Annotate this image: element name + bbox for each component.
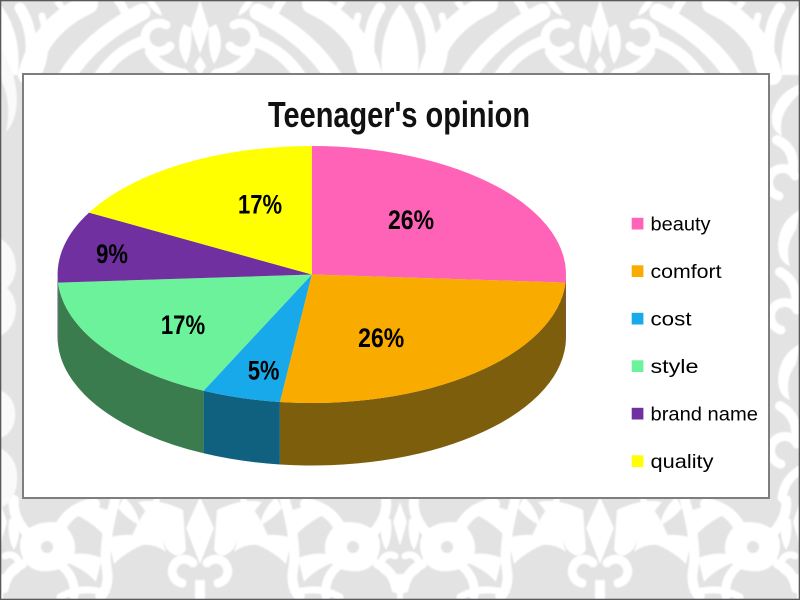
svg-text:17%: 17% — [238, 191, 282, 221]
svg-text:26%: 26% — [388, 205, 434, 235]
svg-text:26%: 26% — [358, 323, 404, 353]
svg-text:17%: 17% — [161, 311, 205, 341]
svg-text:Teenager's opinion: Teenager's opinion — [268, 94, 530, 135]
svg-text:style: style — [651, 356, 699, 377]
svg-text:quality: quality — [651, 451, 715, 472]
svg-text:comfort: comfort — [651, 262, 722, 283]
svg-text:5%: 5% — [248, 356, 280, 386]
svg-text:9%: 9% — [96, 240, 128, 270]
svg-text:beauty: beauty — [651, 214, 711, 235]
svg-text:brand name: brand name — [651, 404, 759, 425]
svg-text:cost: cost — [651, 309, 692, 330]
